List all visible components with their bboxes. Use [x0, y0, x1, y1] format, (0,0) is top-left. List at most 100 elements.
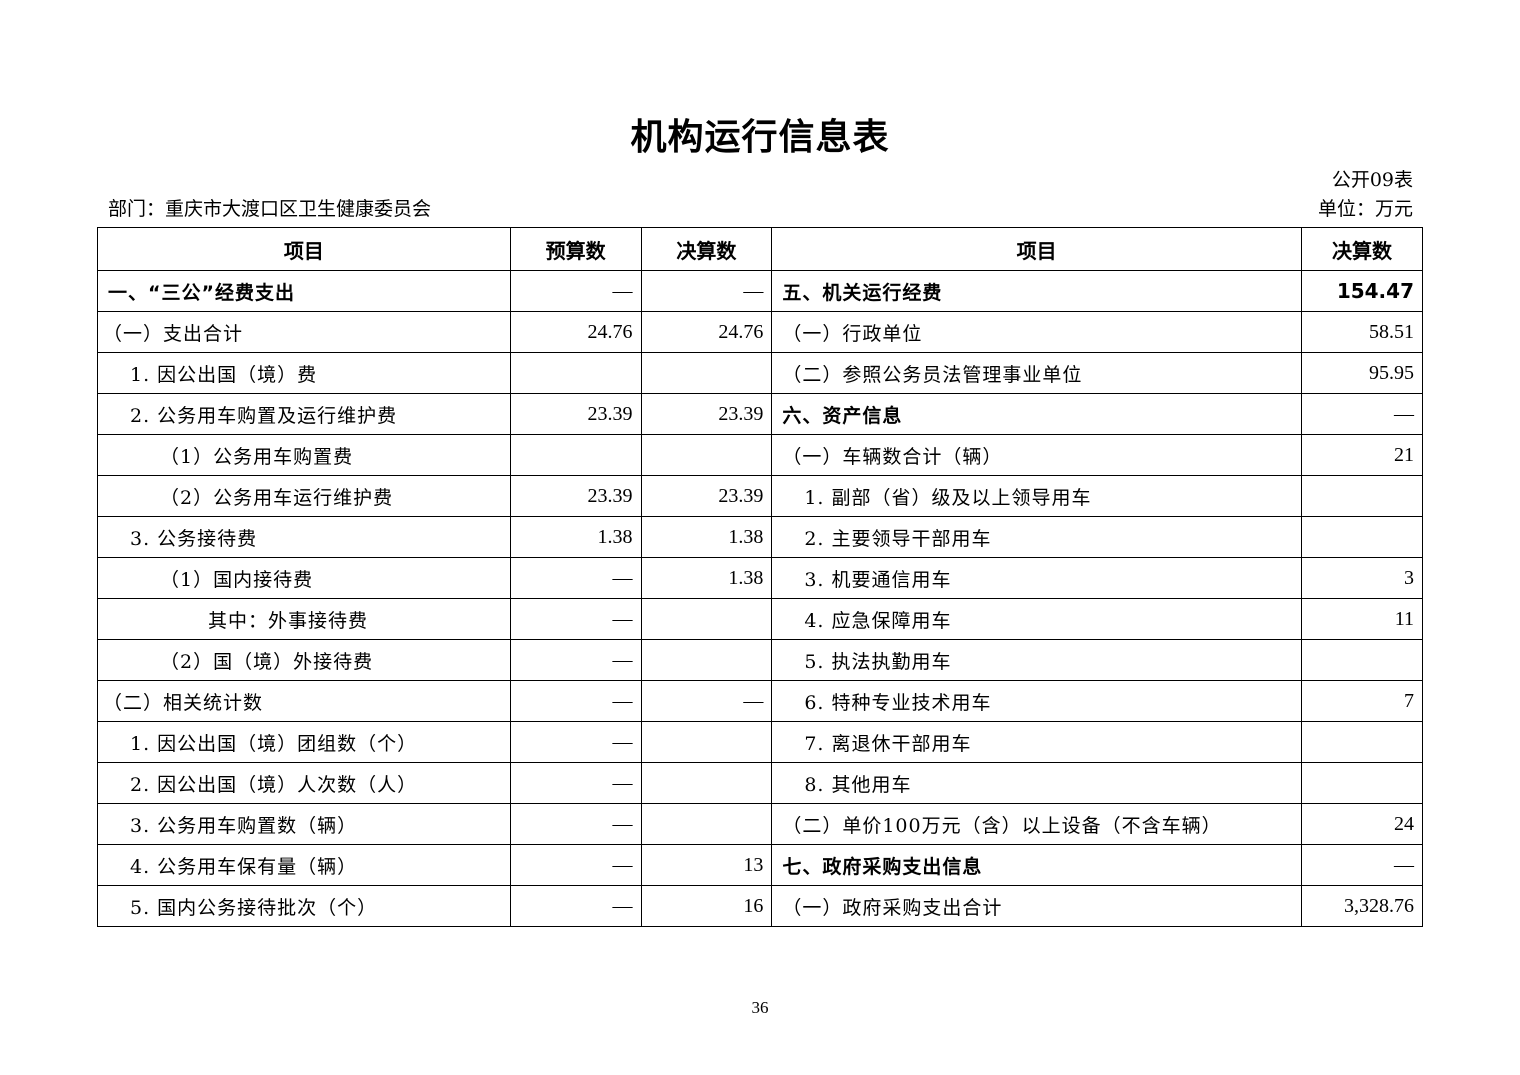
- budget-value: —: [509, 598, 642, 640]
- item-right: 2. 主要领导干部用车: [771, 516, 1303, 558]
- final-value-right: [1301, 475, 1423, 517]
- item-right: 五、机关运行经费: [771, 270, 1303, 312]
- final-value-right: [1301, 516, 1423, 558]
- item-right: 3. 机要通信用车: [771, 557, 1303, 599]
- header-final: 决算数: [640, 227, 773, 271]
- table-number: 公开09表: [1331, 169, 1413, 191]
- header-final-right: 决算数: [1301, 227, 1423, 271]
- final-value: 16: [640, 885, 773, 927]
- final-value-right: 11: [1301, 598, 1423, 640]
- table-row: 3. 公务用车购置数（辆） — （二）单价100万元（含）以上设备（不含车辆） 24: [97, 803, 1423, 845]
- header-row: 项目 预算数 决算数 项目 决算数: [97, 227, 1423, 271]
- item-right: （一）行政单位: [771, 311, 1303, 353]
- item-left: 1. 因公出国（境）团组数（个）: [97, 721, 511, 763]
- budget-value: 23.39: [509, 393, 642, 435]
- item-left: 其中：外事接待费: [97, 598, 511, 640]
- item-right: （一）政府采购支出合计: [771, 885, 1303, 927]
- final-value: 23.39: [640, 393, 773, 435]
- final-value: 1.38: [640, 516, 773, 558]
- final-value: [640, 803, 773, 845]
- item-right: 六、资产信息: [771, 393, 1303, 435]
- item-right: 6. 特种专业技术用车: [771, 680, 1303, 722]
- budget-value: —: [509, 639, 642, 681]
- final-value-right: [1301, 762, 1423, 804]
- final-value-right: —: [1301, 844, 1423, 886]
- item-right: （二）参照公务员法管理事业单位: [771, 352, 1303, 394]
- item-left: （1）国内接待费: [97, 557, 511, 599]
- final-value: [640, 721, 773, 763]
- table-row: （2）公务用车运行维护费 23.39 23.39 1. 副部（省）级及以上领导用车: [97, 475, 1423, 517]
- final-value: 13: [640, 844, 773, 886]
- final-value-right: —: [1301, 393, 1423, 435]
- item-left: 4. 公务用车保有量（辆）: [97, 844, 511, 886]
- final-value: —: [640, 270, 773, 312]
- item-left: （二）相关统计数: [97, 680, 511, 722]
- final-value: —: [640, 680, 773, 722]
- final-value-right: 7: [1301, 680, 1423, 722]
- final-value-right: 3,328.76: [1301, 885, 1423, 927]
- table-row: 4. 公务用车保有量（辆） —13 七、政府采购支出信息 —: [97, 844, 1423, 886]
- item-right: 8. 其他用车: [771, 762, 1303, 804]
- table-row: 一、“三公”经费支出 — — 五、机关运行经费 154.47: [97, 270, 1423, 312]
- budget-value: —: [509, 762, 642, 804]
- final-value: 23.39: [640, 475, 773, 517]
- budget-value: —: [509, 270, 642, 312]
- item-right: 七、政府采购支出信息: [771, 844, 1303, 886]
- item-right: 7. 离退休干部用车: [771, 721, 1303, 763]
- final-value-right: [1301, 721, 1423, 763]
- final-value-right: 24: [1301, 803, 1423, 845]
- final-value-right: 154.47: [1301, 270, 1423, 312]
- final-value-right: 58.51: [1301, 311, 1423, 353]
- table-row: 1. 因公出国（境）费 （二）参照公务员法管理事业单位 95.95: [97, 352, 1423, 394]
- final-value: 1.38: [640, 557, 773, 599]
- table-row: （2）国（境）外接待费 — 5. 执法执勤用车: [97, 639, 1423, 681]
- item-right: （二）单价100万元（含）以上设备（不含车辆）: [771, 803, 1303, 845]
- budget-value: —: [509, 680, 642, 722]
- table-row: 2. 因公出国（境）人次数（人） — 8. 其他用车: [97, 762, 1423, 804]
- item-left: 3. 公务用车购置数（辆）: [97, 803, 511, 845]
- budget-value: 1.38: [509, 516, 642, 558]
- budget-value: [509, 352, 642, 394]
- item-left: 2. 公务用车购置及运行维护费: [97, 393, 511, 435]
- unit-label: 单位：万元: [1317, 198, 1413, 220]
- budget-value: —: [509, 885, 642, 927]
- budget-value: —: [509, 721, 642, 763]
- info-table: 项目 预算数 决算数 项目 决算数 一、“三公”经费支出 — — 五、机关运行经费 15…: [97, 227, 1423, 927]
- page-title: 机构运行信息表: [630, 117, 890, 158]
- item-left: 1. 因公出国（境）费: [97, 352, 511, 394]
- department-label: 部门：重庆市大渡口区卫生健康委员会: [108, 198, 432, 220]
- item-left: （2）国（境）外接待费: [97, 639, 511, 681]
- item-left: 5. 国内公务接待批次（个）: [97, 885, 511, 927]
- item-left: 一、“三公”经费支出: [97, 270, 511, 312]
- table-row: 1. 因公出国（境）团组数（个） — 7. 离退休干部用车: [97, 721, 1423, 763]
- header-item-right: 项目: [771, 227, 1303, 271]
- final-value: [640, 434, 773, 476]
- item-left: 3. 公务接待费: [97, 516, 511, 558]
- final-value-right: [1301, 639, 1423, 681]
- item-left: 2. 因公出国（境）人次数（人）: [97, 762, 511, 804]
- header-budget: 预算数: [509, 227, 642, 271]
- table-row: （一）支出合计 24.76 24.76 （一）行政单位 58.51: [97, 311, 1423, 353]
- budget-value: —: [509, 557, 642, 599]
- final-value-right: 95.95: [1301, 352, 1423, 394]
- item-left: （一）支出合计: [97, 311, 511, 353]
- item-left: （2）公务用车运行维护费: [97, 475, 511, 517]
- table-row: （1）国内接待费 —1.38 3. 机要通信用车 3: [97, 557, 1423, 599]
- budget-value: 23.39: [509, 475, 642, 517]
- page-number: 36: [751, 998, 769, 1017]
- budget-value: —: [509, 844, 642, 886]
- final-value-right: 21: [1301, 434, 1423, 476]
- final-value-right: 3: [1301, 557, 1423, 599]
- header-item-left: 项目: [97, 227, 511, 271]
- budget-value: 24.76: [509, 311, 642, 353]
- item-right: 4. 应急保障用车: [771, 598, 1303, 640]
- final-value: [640, 352, 773, 394]
- budget-value: [509, 434, 642, 476]
- final-value: [640, 598, 773, 640]
- item-right: 1. 副部（省）级及以上领导用车: [771, 475, 1303, 517]
- table-row: 5. 国内公务接待批次（个） —16 （一）政府采购支出合计 3,328.76: [97, 885, 1423, 927]
- item-right: （一）车辆数合计（辆）: [771, 434, 1303, 476]
- final-value: 24.76: [640, 311, 773, 353]
- table-row: （二）相关统计数 — —6. 特种专业技术用车 7: [97, 680, 1423, 722]
- table-row: 其中：外事接待费 — 4. 应急保障用车 11: [97, 598, 1423, 640]
